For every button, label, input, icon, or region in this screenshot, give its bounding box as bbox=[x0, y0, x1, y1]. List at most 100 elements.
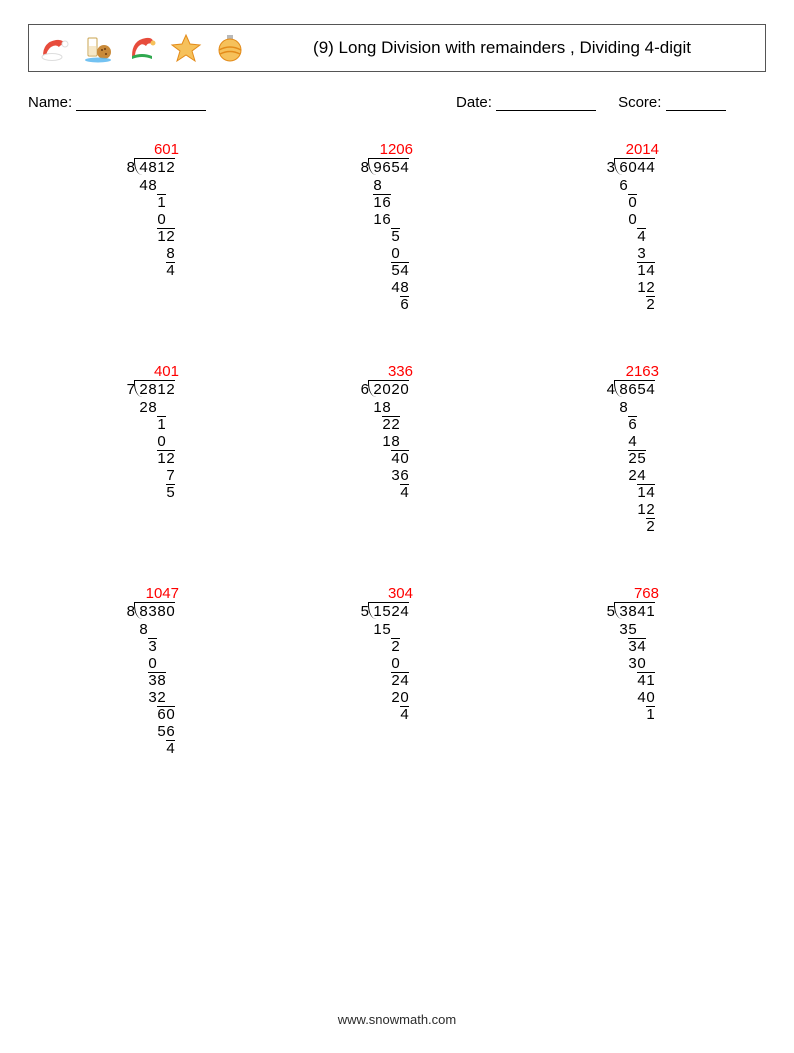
work-step: 18 bbox=[373, 433, 413, 450]
work-step: 4 bbox=[619, 433, 659, 450]
quotient: 336 bbox=[360, 363, 413, 380]
work-step: 12 bbox=[139, 228, 179, 245]
work-step: 28 bbox=[139, 399, 179, 416]
work-step: 8 bbox=[619, 399, 659, 416]
work-step: 3 bbox=[139, 638, 179, 655]
work-step: 1 bbox=[619, 706, 659, 723]
score-blank[interactable] bbox=[666, 97, 726, 111]
work-step: 0 bbox=[619, 194, 659, 211]
work-step: 24 bbox=[373, 672, 413, 689]
work-step: 2 bbox=[373, 638, 413, 655]
dividend: 6044 bbox=[615, 158, 655, 176]
quotient: 401 bbox=[126, 363, 179, 380]
work-step: 0 bbox=[139, 433, 179, 450]
quotient: 1047 bbox=[126, 585, 179, 602]
work-step: 56 bbox=[139, 723, 179, 740]
work-step: 4 bbox=[373, 706, 413, 723]
work-step: 7 bbox=[139, 467, 179, 484]
problem-p1: 6018481248101284 bbox=[28, 141, 274, 291]
problems-grid: 6018481248101284120689654816165054486201… bbox=[28, 141, 766, 761]
problem-p6: 216348654864252414122 bbox=[520, 363, 766, 539]
problem-p2: 120689654816165054486 bbox=[274, 141, 520, 317]
date-field: Date: bbox=[456, 94, 596, 111]
dividend: 8654 bbox=[615, 380, 655, 398]
work-step: 35 bbox=[619, 621, 659, 638]
work-step: 30 bbox=[619, 655, 659, 672]
work-step: 32 bbox=[139, 689, 179, 706]
work-step: 1 bbox=[139, 416, 179, 433]
work-step: 16 bbox=[373, 194, 413, 211]
work-step: 4 bbox=[373, 484, 413, 501]
work-step: 34 bbox=[619, 638, 659, 655]
meta-row: Name: Date: Score: bbox=[28, 94, 766, 111]
work-step: 25 bbox=[619, 450, 659, 467]
ornament-icon bbox=[213, 31, 247, 65]
name-label: Name: bbox=[28, 94, 72, 111]
dividend: 8380 bbox=[135, 602, 175, 620]
work-step: 1 bbox=[139, 194, 179, 211]
work-step: 15 bbox=[373, 621, 413, 638]
work-step: 48 bbox=[139, 177, 179, 194]
work-step: 8 bbox=[373, 177, 413, 194]
work-step: 24 bbox=[619, 467, 659, 484]
work-step: 14 bbox=[619, 484, 659, 501]
score-label: Score: bbox=[618, 94, 661, 111]
work-step: 54 bbox=[373, 262, 413, 279]
quotient: 2014 bbox=[606, 141, 659, 158]
problem-p8: 30451524152024204 bbox=[274, 585, 520, 735]
problem-p7: 104788380830383260564 bbox=[28, 585, 274, 761]
name-blank[interactable] bbox=[76, 97, 206, 111]
work-step: 38 bbox=[139, 672, 179, 689]
worksheet-page: (9) Long Division with remainders , Divi… bbox=[0, 0, 794, 1053]
work-step: 22 bbox=[373, 416, 413, 433]
work-step: 20 bbox=[373, 689, 413, 706]
work-step: 5 bbox=[139, 484, 179, 501]
work-step: 0 bbox=[619, 211, 659, 228]
problem-p3: 2014360446004314122 bbox=[520, 141, 766, 317]
work-step: 14 bbox=[619, 262, 659, 279]
work-step: 4 bbox=[139, 262, 179, 279]
dividend: 3841 bbox=[615, 602, 655, 620]
work-step: 5 bbox=[373, 228, 413, 245]
problem-p5: 3366202018221840364 bbox=[274, 363, 520, 513]
work-step: 6 bbox=[619, 177, 659, 194]
work-step: 0 bbox=[373, 245, 413, 262]
work-step: 0 bbox=[139, 655, 179, 672]
problem-p9: 7685384135343041401 bbox=[520, 585, 766, 735]
dividend: 4812 bbox=[135, 158, 175, 176]
star-icon bbox=[169, 31, 203, 65]
work-step: 12 bbox=[619, 501, 659, 518]
work-step: 60 bbox=[139, 706, 179, 723]
elf-hat-icon bbox=[125, 31, 159, 65]
header-box: (9) Long Division with remainders , Divi… bbox=[28, 24, 766, 72]
date-blank[interactable] bbox=[496, 97, 596, 111]
work-step: 12 bbox=[619, 279, 659, 296]
work-step: 4 bbox=[139, 740, 179, 757]
quotient: 2163 bbox=[606, 363, 659, 380]
work-step: 12 bbox=[139, 450, 179, 467]
score-field: Score: bbox=[618, 94, 726, 111]
work-step: 40 bbox=[373, 450, 413, 467]
work-step: 2 bbox=[619, 296, 659, 313]
work-step: 0 bbox=[373, 655, 413, 672]
work-step: 36 bbox=[373, 467, 413, 484]
name-field: Name: bbox=[28, 94, 456, 111]
work-step: 3 bbox=[619, 245, 659, 262]
work-step: 8 bbox=[139, 621, 179, 638]
date-label: Date: bbox=[456, 94, 492, 111]
quotient: 768 bbox=[606, 585, 659, 602]
work-step: 6 bbox=[373, 296, 413, 313]
quotient: 304 bbox=[360, 585, 413, 602]
dividend: 2812 bbox=[135, 380, 175, 398]
work-step: 2 bbox=[619, 518, 659, 535]
dividend: 9654 bbox=[369, 158, 409, 176]
dividend: 2020 bbox=[369, 380, 409, 398]
work-step: 4 bbox=[619, 228, 659, 245]
footer-url: www.snowmath.com bbox=[0, 1012, 794, 1027]
header-icons-row bbox=[37, 31, 247, 65]
cookie-milk-icon bbox=[81, 31, 115, 65]
dividend: 1524 bbox=[369, 602, 409, 620]
work-step: 48 bbox=[373, 279, 413, 296]
work-step: 40 bbox=[619, 689, 659, 706]
work-step: 18 bbox=[373, 399, 413, 416]
